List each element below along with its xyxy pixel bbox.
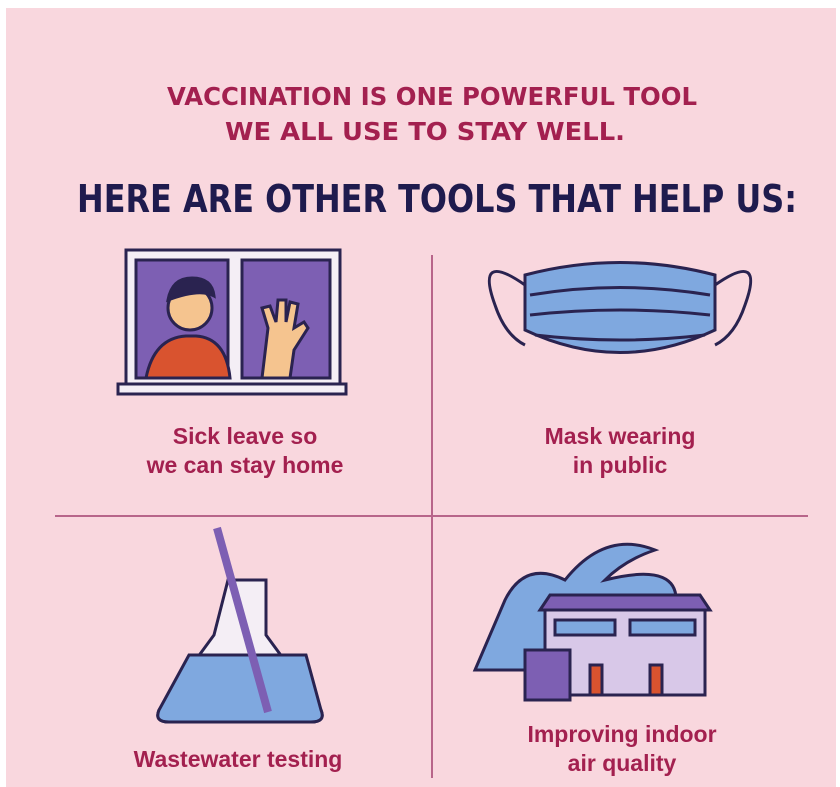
- heading: HERE ARE OTHER TOOLS THAT HELP US:: [77, 177, 797, 221]
- caption: we can stay home: [146, 452, 344, 478]
- window-illustration: [118, 250, 346, 394]
- caption: Mask wearing: [545, 423, 696, 449]
- caption: Improving indoor: [527, 721, 716, 747]
- page: VACCINATION IS ONE POWERFUL TOOL WE ALL …: [0, 0, 840, 787]
- intro-line: WE ALL USE TO STAY WELL.: [225, 117, 625, 146]
- infographic: VACCINATION IS ONE POWERFUL TOOL WE ALL …: [0, 0, 840, 787]
- intro-line: VACCINATION IS ONE POWERFUL TOOL: [167, 82, 697, 111]
- caption: Sick leave so: [173, 423, 318, 449]
- caption: air quality: [568, 750, 677, 776]
- caption: in public: [573, 452, 668, 478]
- caption: Wastewater testing: [134, 746, 343, 772]
